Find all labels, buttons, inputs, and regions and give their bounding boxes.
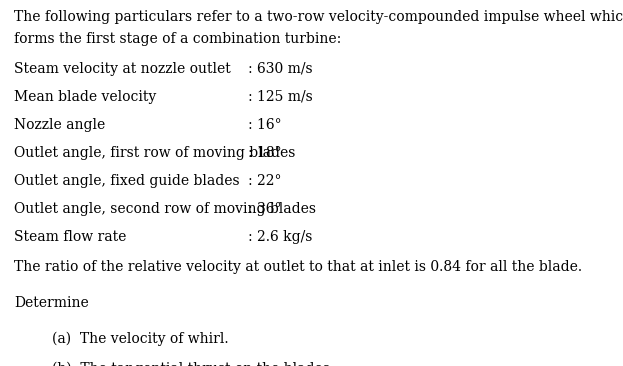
Text: : 16°: : 16° [248, 118, 282, 132]
Text: (a)  The velocity of whirl.: (a) The velocity of whirl. [52, 332, 229, 346]
Text: (b)  The tangential thrust on the blades.: (b) The tangential thrust on the blades. [52, 362, 334, 366]
Text: forms the first stage of a combination turbine:: forms the first stage of a combination t… [14, 32, 341, 46]
Text: Outlet angle, second row of moving blades: Outlet angle, second row of moving blade… [14, 202, 316, 216]
Text: The following particulars refer to a two-row velocity-compounded impulse wheel w: The following particulars refer to a two… [14, 10, 623, 24]
Text: : 630 m/s: : 630 m/s [248, 62, 313, 76]
Text: Steam flow rate: Steam flow rate [14, 230, 126, 244]
Text: Mean blade velocity: Mean blade velocity [14, 90, 156, 104]
Text: Determine: Determine [14, 296, 88, 310]
Text: : 22°: : 22° [248, 174, 282, 188]
Text: : 18°: : 18° [248, 146, 282, 160]
Text: : 2.6 kg/s: : 2.6 kg/s [248, 230, 312, 244]
Text: : 125 m/s: : 125 m/s [248, 90, 313, 104]
Text: Steam velocity at nozzle outlet: Steam velocity at nozzle outlet [14, 62, 231, 76]
Text: The ratio of the relative velocity at outlet to that at inlet is 0.84 for all th: The ratio of the relative velocity at ou… [14, 260, 582, 274]
Text: Outlet angle, first row of moving blades: Outlet angle, first row of moving blades [14, 146, 295, 160]
Text: : 36°: : 36° [248, 202, 282, 216]
Text: Nozzle angle: Nozzle angle [14, 118, 105, 132]
Text: Outlet angle, fixed guide blades: Outlet angle, fixed guide blades [14, 174, 240, 188]
